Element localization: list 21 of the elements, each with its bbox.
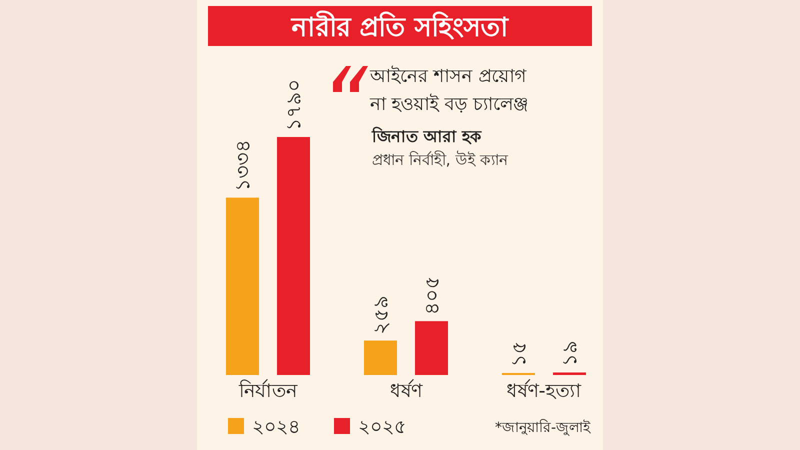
data-label: ১৯ (558, 340, 582, 366)
x-tick-label: ধর্ষণ-হত্যা (506, 379, 582, 402)
bar (364, 340, 397, 375)
annotation: প্রধান নির্বাহী, উই ক্যান (372, 151, 510, 169)
text: আইনের শাসন প্রয়োগ না হওয়াই বড় চ্যালেঞ্জ (369, 66, 528, 115)
x-tick-label: নির্যাতন (238, 379, 298, 402)
chart-title: নারীর প্রতি সহিংসতা (290, 10, 510, 43)
legend-label: ২০২৪ (252, 416, 300, 438)
bar (277, 137, 310, 375)
legend-label: ২০২৫ (358, 416, 406, 438)
data-label: ২৫৯ (368, 296, 392, 335)
bar (553, 372, 586, 375)
data-label: ১৫ (506, 341, 530, 368)
text: *জানুয়ারি-জুলাই (494, 419, 591, 436)
data-label: ১৭৯০ (282, 79, 306, 131)
x-tick-label: ধর্ষণ (390, 379, 423, 402)
bar (415, 321, 448, 375)
bar (226, 198, 259, 375)
annotation: জিনাত আরা হক (371, 126, 482, 146)
data-label: ৪০৫ (420, 276, 444, 316)
data-label: ১৩৩৪ (230, 140, 254, 192)
